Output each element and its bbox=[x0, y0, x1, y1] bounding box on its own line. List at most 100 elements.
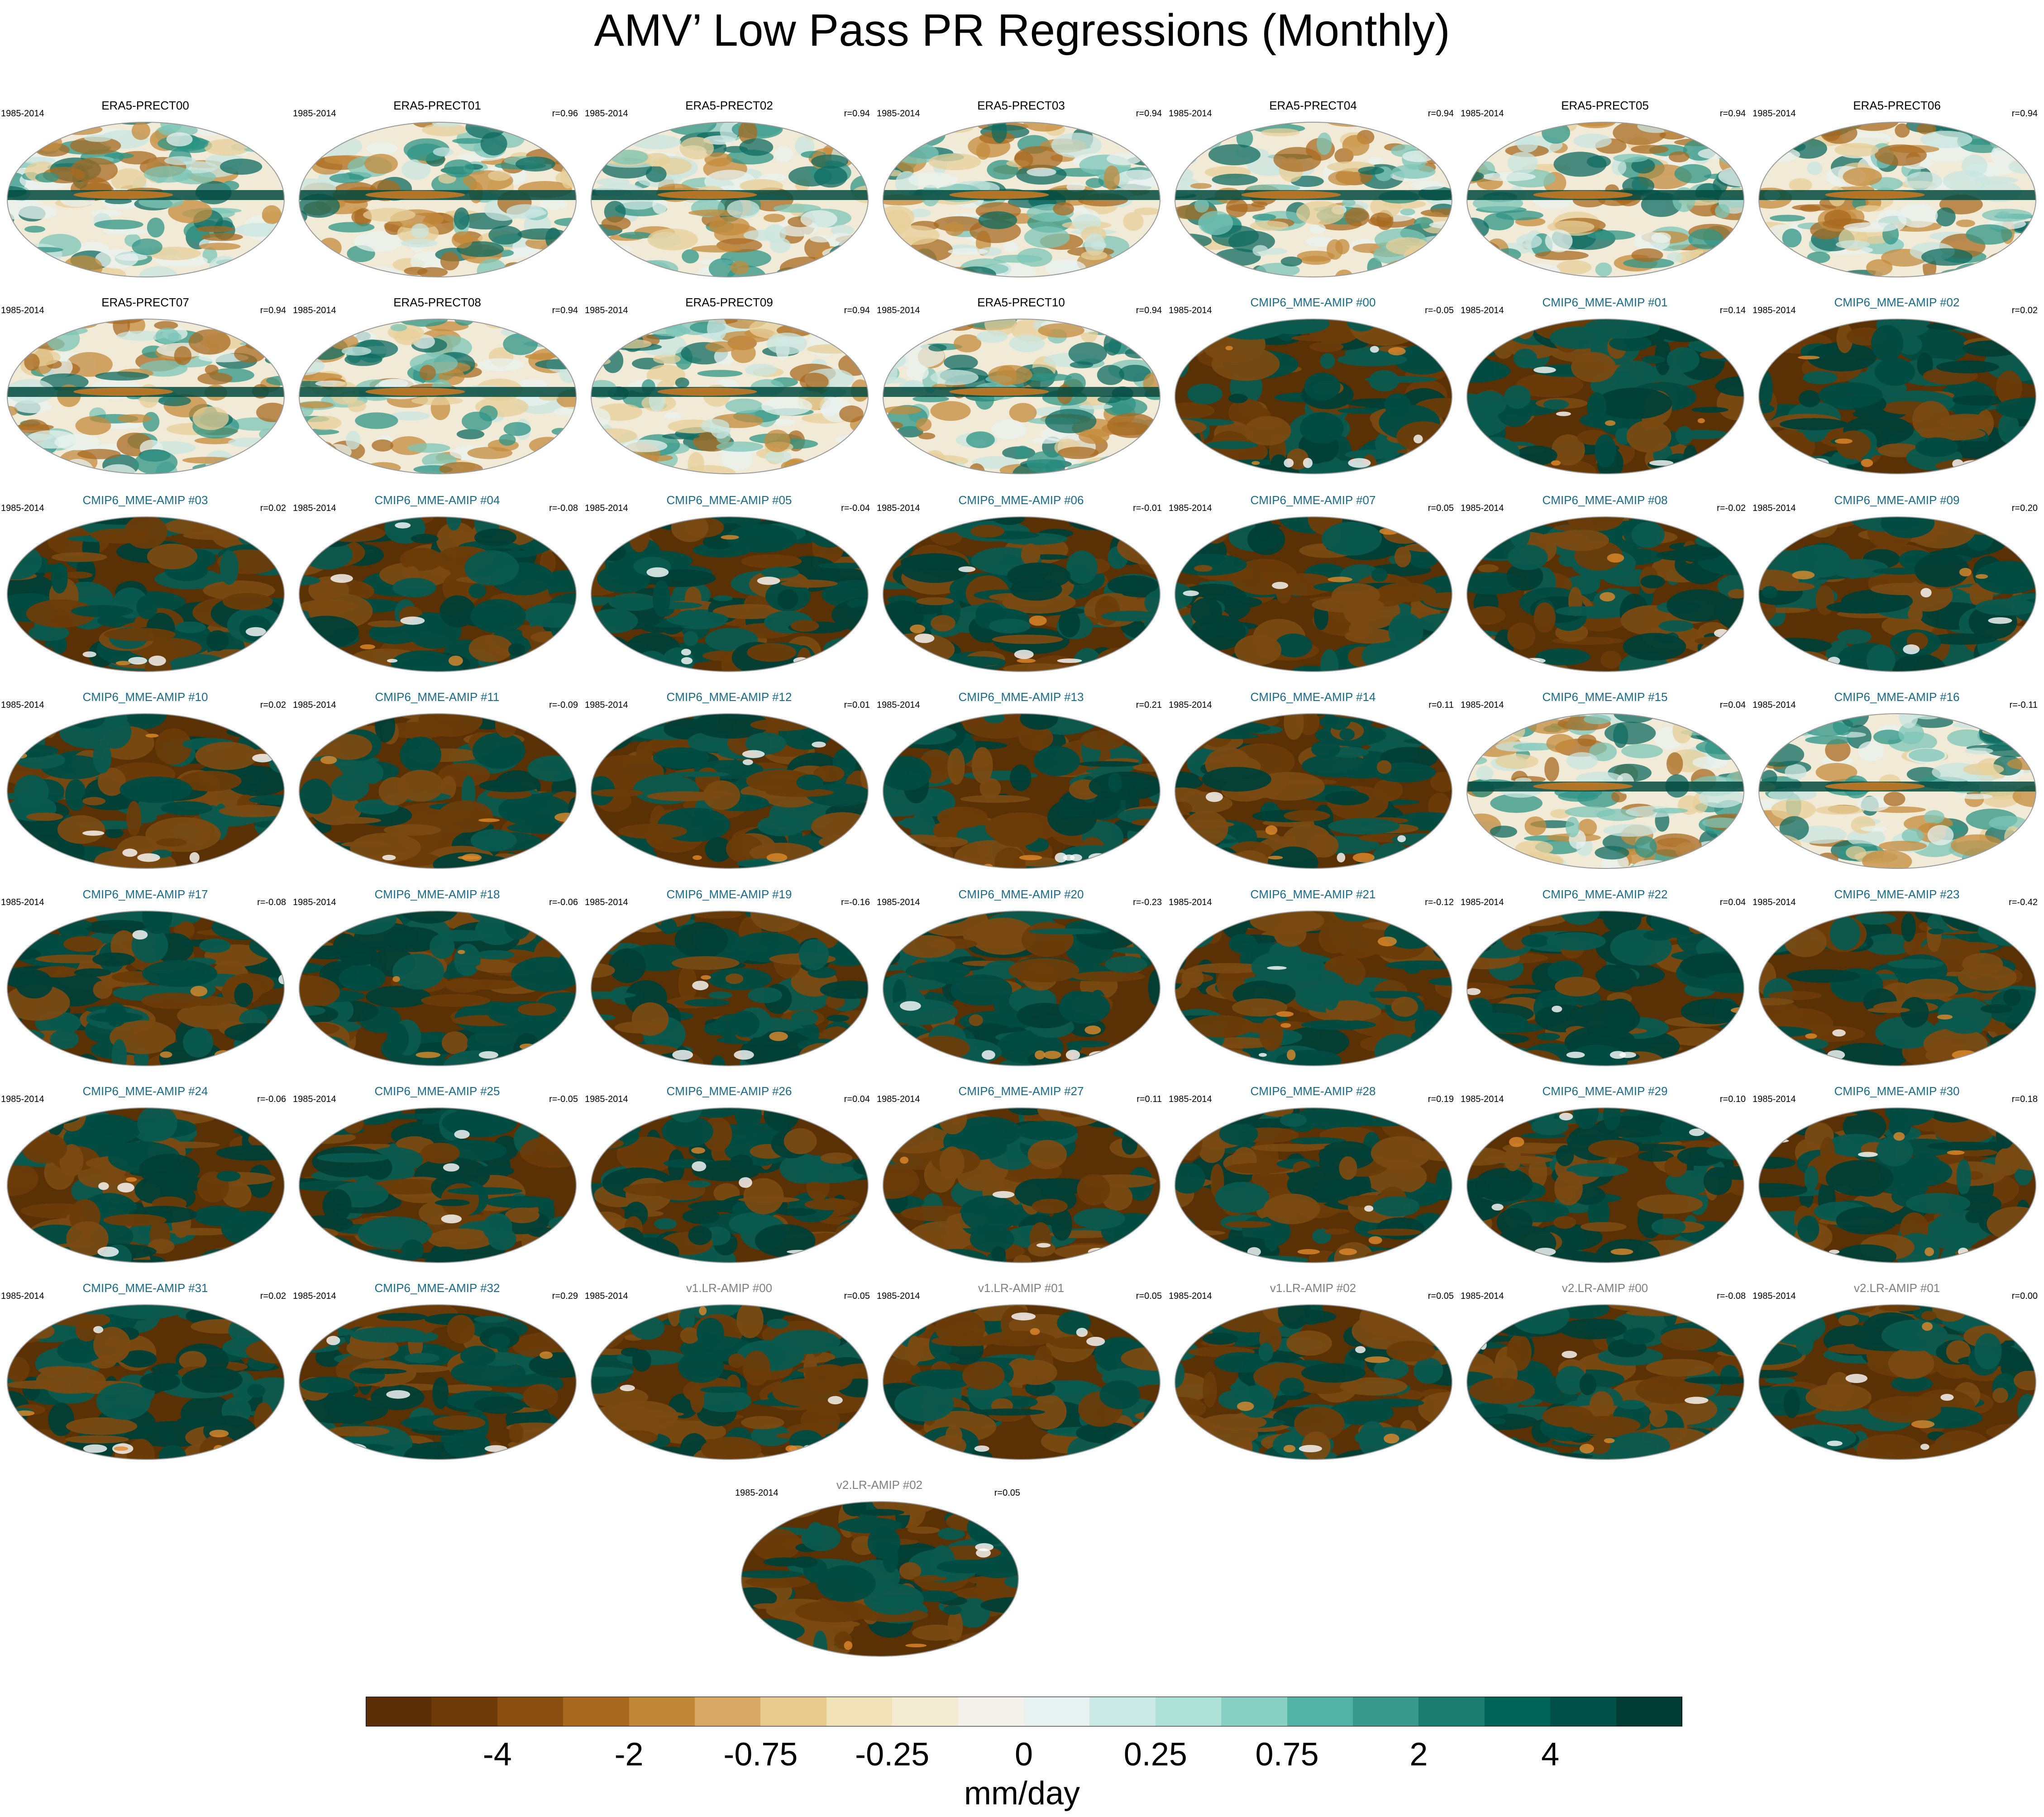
strong-anomaly-patch bbox=[132, 930, 148, 939]
precip-anomaly-patch bbox=[1337, 353, 1407, 367]
precip-anomaly-patch bbox=[1688, 920, 1708, 934]
regression-map bbox=[591, 516, 869, 672]
precip-anomaly-patch bbox=[25, 326, 46, 340]
strong-anomaly-patch bbox=[190, 986, 208, 997]
precip-anomaly-patch bbox=[1759, 921, 1780, 954]
precip-anomaly-patch bbox=[1829, 916, 1860, 950]
precip-anomaly-patch bbox=[1467, 269, 1489, 277]
precip-anomaly-patch bbox=[299, 644, 330, 672]
map-boundary bbox=[1175, 122, 1452, 277]
precip-anomaly-patch bbox=[1667, 589, 1733, 622]
precip-anomaly-patch bbox=[1841, 589, 1913, 613]
precip-anomaly-patch bbox=[1175, 122, 1199, 142]
precip-anomaly-patch bbox=[1544, 757, 1559, 782]
map-panel: 1985-2014 CMIP6_MME-AMIP #13 r=0.21 bbox=[876, 687, 1166, 877]
precip-anomaly-patch bbox=[1783, 124, 1798, 146]
precip-anomaly-patch bbox=[236, 322, 282, 334]
precip-anomaly-patch bbox=[2009, 324, 2036, 348]
precip-anomaly-patch bbox=[263, 326, 284, 340]
strong-anomaly-patch bbox=[742, 750, 765, 758]
strong-anomaly-patch bbox=[672, 1049, 693, 1060]
precip-anomaly-patch bbox=[1986, 251, 2034, 272]
precip-anomaly-patch bbox=[883, 446, 897, 452]
precip-anomaly-patch bbox=[979, 247, 1002, 256]
precip-anomaly-patch bbox=[591, 1041, 616, 1066]
precip-anomaly-patch bbox=[498, 794, 571, 826]
precip-anomaly-patch bbox=[132, 238, 162, 255]
precip-anomaly-patch bbox=[804, 1198, 860, 1211]
precip-anomaly-patch bbox=[944, 354, 978, 371]
precip-anomaly-patch bbox=[668, 771, 730, 777]
panel-period: 1985-2014 bbox=[1461, 700, 1504, 710]
precip-anomaly-patch bbox=[174, 346, 192, 365]
strong-anomaly-patch bbox=[1991, 658, 2011, 663]
panel-correlation: r=-0.06 bbox=[549, 897, 578, 907]
panel-period: 1985-2014 bbox=[877, 897, 920, 907]
precip-anomaly-patch bbox=[430, 934, 455, 959]
precip-anomaly-patch bbox=[250, 324, 284, 331]
precip-anomaly-patch bbox=[1392, 164, 1436, 179]
precip-anomaly-patch bbox=[726, 524, 797, 553]
precip-anomaly-patch bbox=[660, 918, 677, 935]
precip-anomaly-patch bbox=[1475, 988, 1542, 994]
precip-anomaly-patch bbox=[1928, 928, 1944, 935]
precip-anomaly-patch bbox=[1009, 334, 1045, 353]
precip-anomaly-patch bbox=[883, 1043, 921, 1059]
precip-anomaly-patch bbox=[14, 775, 49, 809]
precip-anomaly-patch bbox=[674, 922, 728, 959]
precip-anomaly-patch bbox=[154, 321, 178, 330]
precip-anomaly-patch bbox=[1429, 714, 1452, 732]
precip-anomaly-patch bbox=[7, 715, 28, 723]
panel-title: ERA5-PRECT00 bbox=[101, 99, 189, 112]
strong-anomaly-patch bbox=[360, 644, 375, 649]
precip-anomaly-patch bbox=[262, 205, 282, 224]
precip-anomaly-patch bbox=[303, 517, 347, 536]
precip-anomaly-patch bbox=[737, 858, 799, 868]
precip-anomaly-patch bbox=[1020, 714, 1058, 730]
precip-anomaly-patch bbox=[1794, 718, 1825, 725]
precip-anomaly-patch bbox=[524, 645, 561, 672]
precip-anomaly-patch bbox=[299, 860, 354, 868]
precip-anomaly-patch bbox=[439, 595, 476, 628]
map-panel: 1985-2014 ERA5-PRECT07 r=0.94 bbox=[0, 292, 291, 482]
precip-anomaly-patch bbox=[636, 741, 653, 764]
precip-anomaly-patch bbox=[1423, 1028, 1452, 1059]
precip-anomaly-patch bbox=[591, 462, 618, 469]
precip-anomaly-patch bbox=[7, 541, 28, 547]
precip-anomaly-patch bbox=[1963, 340, 2020, 357]
strong-anomaly-patch bbox=[1258, 1053, 1267, 1057]
precip-anomaly-patch bbox=[325, 734, 373, 760]
precip-anomaly-patch bbox=[1175, 714, 1191, 727]
precip-anomaly-patch bbox=[641, 268, 659, 277]
strong-anomaly-patch bbox=[128, 657, 148, 665]
precip-anomaly-patch bbox=[330, 122, 344, 132]
precip-anomaly-patch bbox=[7, 450, 24, 458]
precip-anomaly-patch bbox=[1611, 159, 1627, 176]
precip-anomaly-patch bbox=[1175, 254, 1208, 277]
precip-anomaly-patch bbox=[2004, 826, 2022, 849]
precip-anomaly-patch bbox=[222, 1181, 252, 1208]
precip-anomaly-patch bbox=[1317, 132, 1332, 155]
precip-anomaly-patch bbox=[820, 1052, 868, 1066]
precip-anomaly-patch bbox=[2008, 922, 2036, 948]
precip-anomaly-patch bbox=[508, 643, 525, 657]
precip-anomaly-patch bbox=[1524, 816, 1547, 836]
precip-anomaly-patch bbox=[1175, 419, 1207, 436]
precip-anomaly-patch bbox=[541, 911, 565, 935]
precip-anomaly-patch bbox=[145, 817, 221, 852]
precip-anomaly-patch bbox=[638, 260, 678, 277]
precip-anomaly-patch bbox=[238, 861, 270, 868]
precip-anomaly-patch bbox=[1702, 817, 1741, 828]
precip-anomaly-patch bbox=[1101, 610, 1160, 622]
precip-anomaly-patch bbox=[1680, 953, 1744, 979]
strong-anomaly-patch bbox=[1352, 853, 1375, 863]
precip-anomaly-patch bbox=[199, 243, 241, 250]
precip-anomaly-patch bbox=[192, 406, 229, 430]
precip-anomaly-patch bbox=[83, 920, 152, 934]
map-boundary bbox=[591, 516, 869, 672]
strong-anomaly-patch bbox=[1225, 346, 1233, 351]
strong-anomaly-patch bbox=[415, 1052, 441, 1058]
precip-anomaly-patch bbox=[1467, 229, 1480, 244]
precip-anomaly-patch bbox=[1432, 911, 1452, 923]
